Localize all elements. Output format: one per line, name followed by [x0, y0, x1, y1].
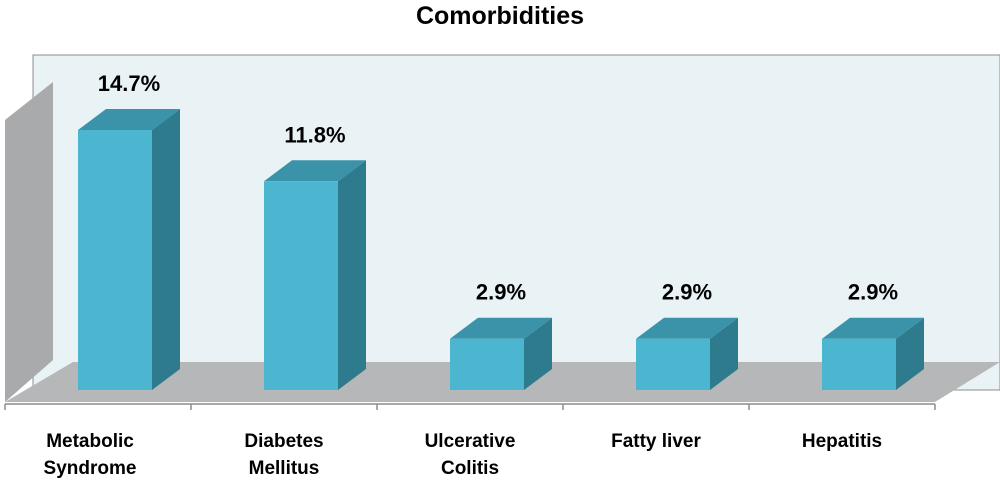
bar [264, 160, 366, 390]
x-tick-label: Metabolic Syndrome [43, 431, 137, 479]
bar-series: 14.7% 11.8% 2.9% 2.9% 2.9% [78, 71, 924, 390]
bar [78, 109, 180, 390]
data-label: 11.8% [284, 122, 345, 147]
x-tick-label: Ulcerative Colitis [424, 431, 516, 479]
x-tick-label: Diabetes Mellitus [244, 431, 324, 479]
x-tick-label: Fatty liver [611, 431, 701, 452]
x-axis [4, 403, 936, 410]
chart-title: Comorbidities [415, 2, 585, 30]
data-label: 2.9% [476, 280, 526, 305]
data-label: 14.7% [98, 71, 160, 96]
bar [636, 317, 738, 390]
data-label: 2.9% [848, 280, 898, 305]
x-tick-label: Hepatitis [801, 431, 883, 452]
bar [822, 317, 924, 390]
data-label: 2.9% [662, 280, 712, 305]
chart-side-wall [5, 82, 53, 402]
bar [450, 317, 552, 390]
